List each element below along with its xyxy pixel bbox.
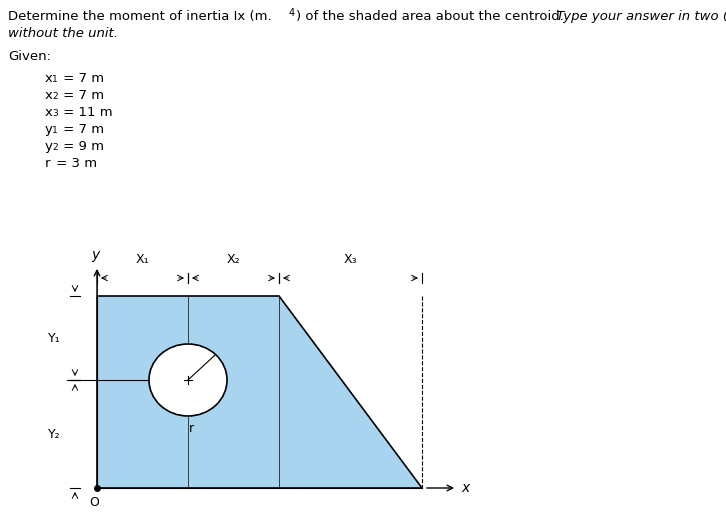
Text: without the unit.: without the unit.: [8, 27, 118, 40]
Polygon shape: [97, 296, 422, 488]
Text: Given:: Given:: [8, 50, 51, 63]
Text: X₃: X₃: [343, 253, 357, 266]
Text: Determine the moment of inertia Ix (m.: Determine the moment of inertia Ix (m.: [8, 10, 272, 23]
Text: = 7 m: = 7 m: [59, 123, 104, 136]
Text: = 11 m: = 11 m: [59, 106, 113, 119]
Text: Y₂: Y₂: [49, 427, 61, 440]
Text: r: r: [189, 422, 195, 435]
Text: x: x: [45, 106, 53, 119]
Text: r: r: [45, 157, 51, 170]
Text: = 3 m: = 3 m: [52, 157, 97, 170]
Text: 2: 2: [52, 92, 57, 101]
Text: Y₁: Y₁: [49, 332, 61, 344]
Text: 4: 4: [289, 8, 295, 18]
Text: x: x: [461, 481, 469, 495]
Ellipse shape: [149, 344, 227, 416]
Text: X₁: X₁: [136, 253, 150, 266]
Text: x: x: [45, 72, 53, 85]
Text: X₂: X₂: [227, 253, 240, 266]
Text: Type your answer in two (2) decimal places only: Type your answer in two (2) decimal plac…: [552, 10, 726, 23]
Text: = 7 m: = 7 m: [59, 72, 104, 85]
Text: 3: 3: [52, 109, 58, 118]
Text: 1: 1: [52, 126, 58, 135]
Text: O: O: [89, 496, 99, 509]
Text: = 9 m: = 9 m: [59, 140, 104, 153]
Text: = 7 m: = 7 m: [59, 89, 104, 102]
Text: y: y: [91, 248, 99, 262]
Text: y: y: [45, 140, 53, 153]
Text: 1: 1: [52, 75, 58, 84]
Text: y: y: [45, 123, 53, 136]
Text: ) of the shaded area about the centroid.: ) of the shaded area about the centroid.: [296, 10, 564, 23]
Text: 2: 2: [52, 143, 57, 152]
Text: x: x: [45, 89, 53, 102]
